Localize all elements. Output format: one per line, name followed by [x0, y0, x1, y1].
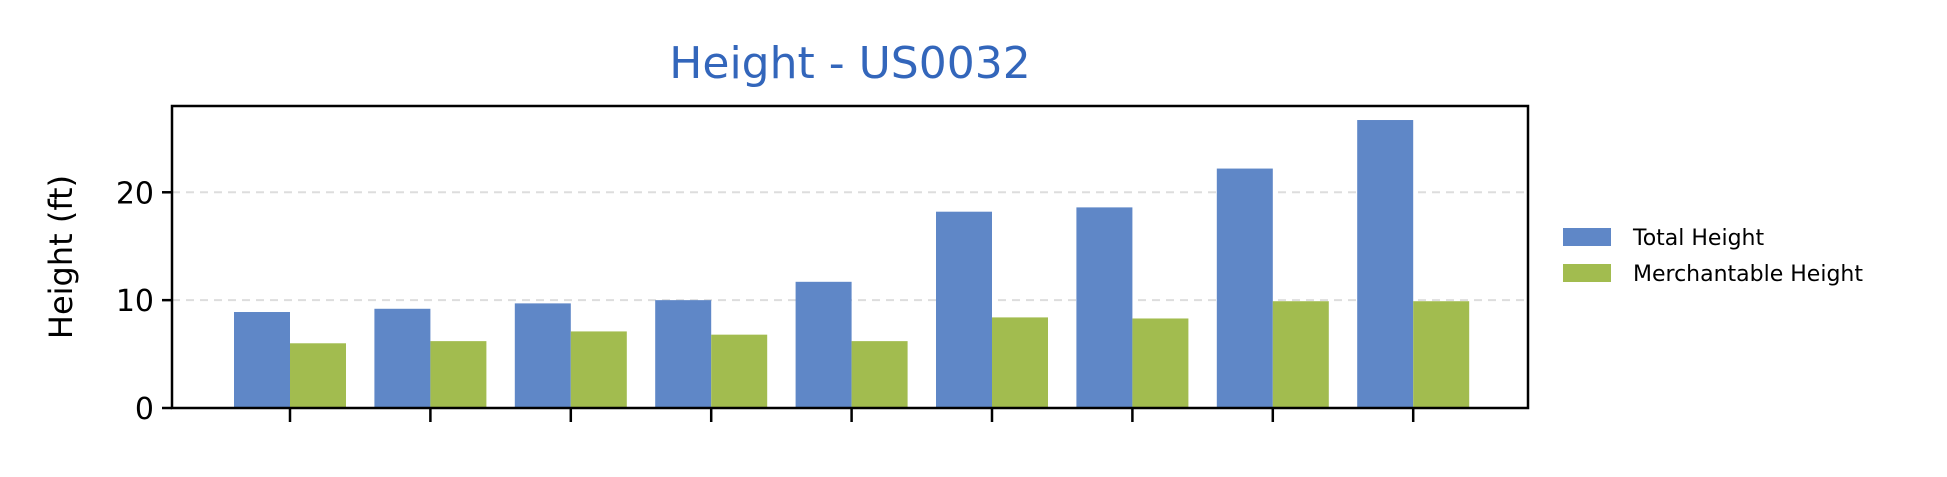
y-axis-ticks: 0 10 20: [116, 176, 172, 427]
bar-total-height: [1076, 207, 1133, 408]
bar-total-height: [374, 308, 431, 408]
bar-total-height: [1216, 168, 1273, 408]
bar-merchantable-height: [1132, 318, 1189, 408]
chart-title: Height - US0032: [669, 38, 1030, 89]
legend: Total Height Merchantable Height: [1563, 226, 1863, 287]
bar-merchantable-height: [1413, 301, 1470, 408]
legend-swatch: [1563, 228, 1611, 246]
bar-total-height: [655, 300, 712, 408]
bar-total-height: [234, 312, 290, 408]
bar-merchantable-height: [430, 341, 487, 408]
y-tick-label: 20: [116, 176, 154, 211]
bar-total-height: [1357, 120, 1414, 409]
legend-swatch: [1563, 264, 1611, 282]
legend-label: Total Height: [1632, 226, 1764, 251]
plot-frame: [170, 104, 1530, 410]
bar-merchantable-height: [711, 334, 768, 408]
bar-total-height: [936, 211, 992, 408]
bar-total-height: [514, 303, 571, 408]
bar-merchantable-height: [851, 341, 908, 408]
bars: [234, 120, 1470, 409]
bar-merchantable-height: [570, 331, 627, 408]
y-tick-label: 10: [116, 284, 154, 319]
y-tick-label: 0: [135, 392, 154, 427]
bar-merchantable-height: [1272, 301, 1329, 408]
y-axis-label: Height (ft): [42, 175, 80, 339]
x-axis-ticks: [288, 408, 1415, 422]
bar-merchantable-height: [290, 343, 346, 408]
bar-merchantable-height: [992, 317, 1048, 408]
bar-total-height: [795, 281, 852, 408]
legend-label: Merchantable Height: [1633, 262, 1863, 287]
